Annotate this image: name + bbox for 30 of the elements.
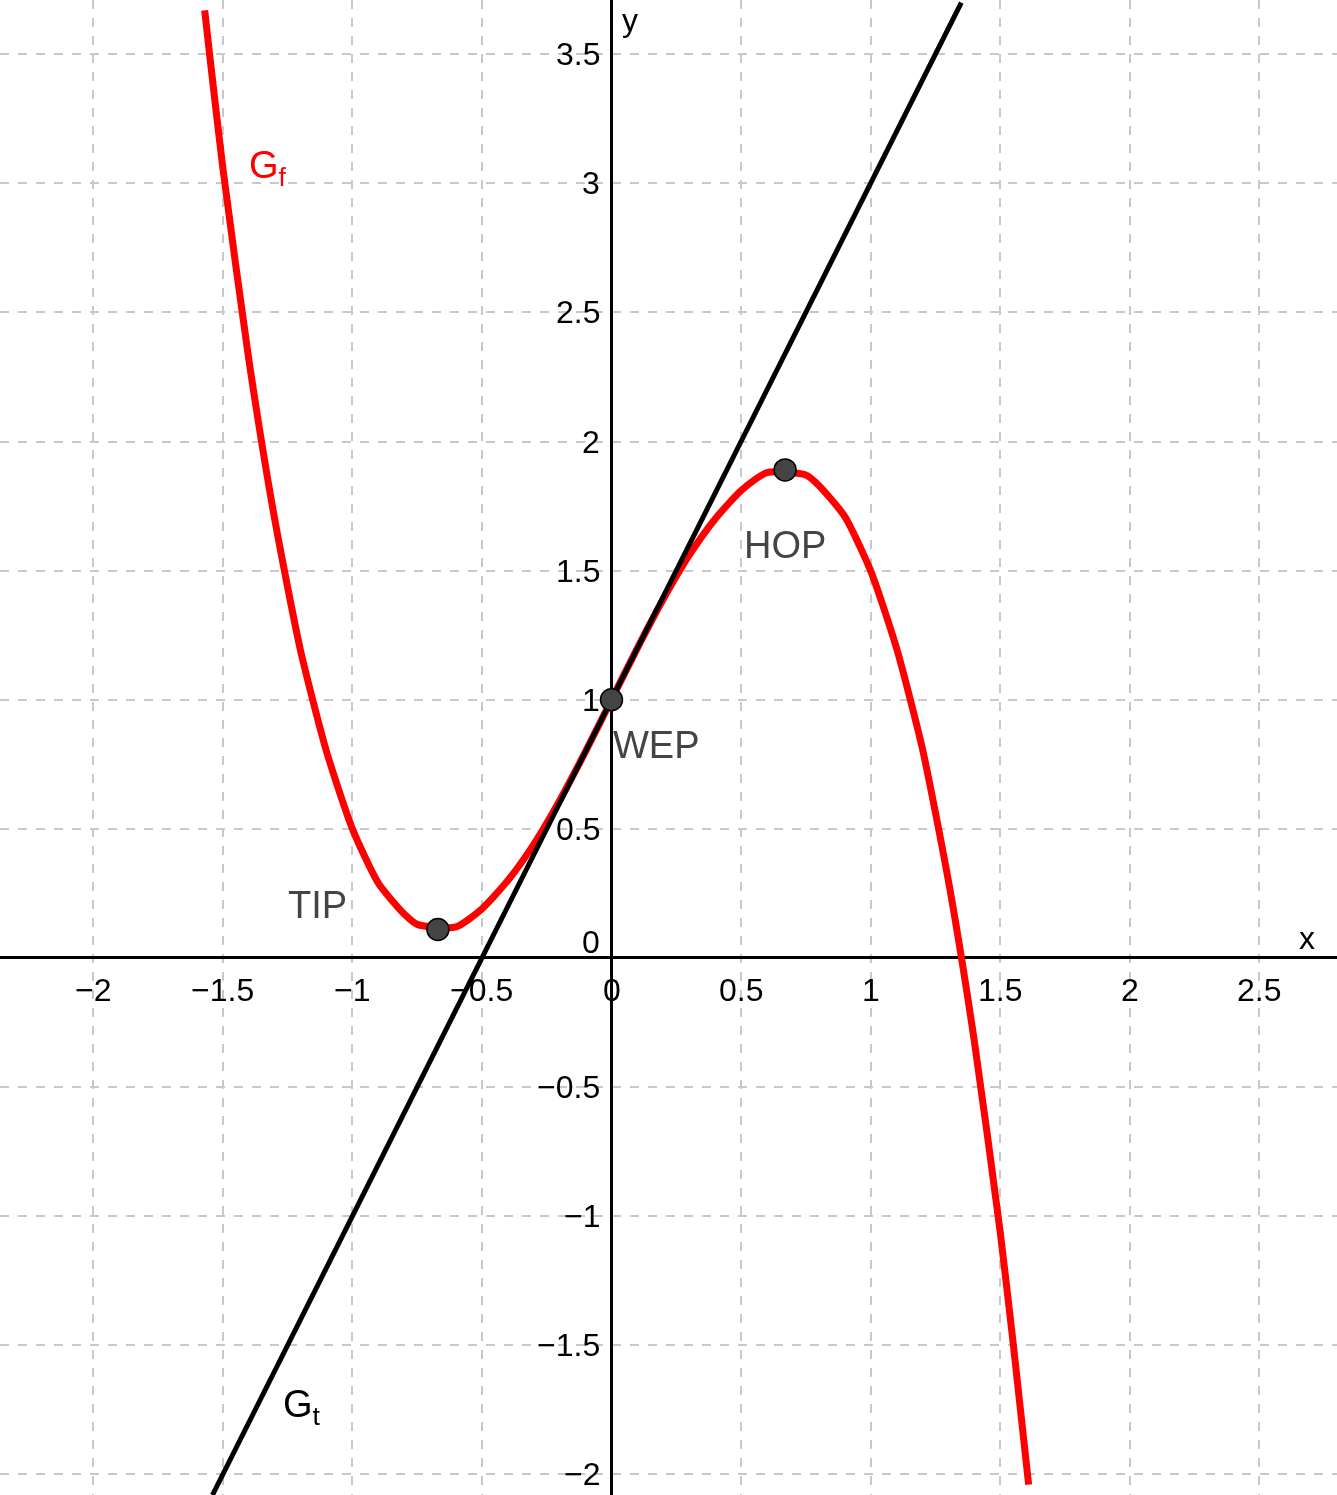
- point: [773, 458, 797, 482]
- x-tick-label: −1: [334, 972, 371, 1008]
- annotation: TIP: [288, 884, 348, 926]
- annotation: WEP: [613, 724, 700, 766]
- y-tick-label: 1: [582, 682, 600, 718]
- y-tick-label: 3: [582, 165, 600, 201]
- x-axis-title: x: [1299, 920, 1315, 956]
- y-tick-label: 2.5: [556, 294, 601, 330]
- x-tick-label: 1.5: [978, 972, 1023, 1008]
- y-tick-label: −2: [564, 1456, 601, 1492]
- y-tick-label: 3.5: [556, 36, 601, 72]
- x-tick-label: 2.5: [1237, 972, 1282, 1008]
- x-tick-label: −2: [75, 972, 112, 1008]
- point: [599, 687, 624, 712]
- y-tick-label: 0: [582, 924, 600, 960]
- x-tick-label: −1.5: [191, 972, 255, 1008]
- point: [426, 917, 450, 942]
- annotation: G$_{f}$: [249, 144, 287, 192]
- y-tick-label: 0.5: [556, 811, 601, 847]
- y-tick-label: 2: [582, 424, 600, 460]
- y-tick-label: −0.5: [537, 1069, 601, 1105]
- x-tick-label: 0.5: [719, 972, 764, 1008]
- y-axis-title: y: [622, 2, 638, 38]
- x-tick-label: 2: [1121, 972, 1139, 1008]
- y-tick-label: −1: [564, 1198, 601, 1234]
- x-tick-label: 1: [862, 972, 880, 1008]
- y-tick-label: −1.5: [537, 1327, 601, 1363]
- annotation: HOP: [744, 524, 827, 566]
- y-tick-label: 1.5: [556, 553, 601, 589]
- annotation: G$_{t}$: [283, 1383, 321, 1431]
